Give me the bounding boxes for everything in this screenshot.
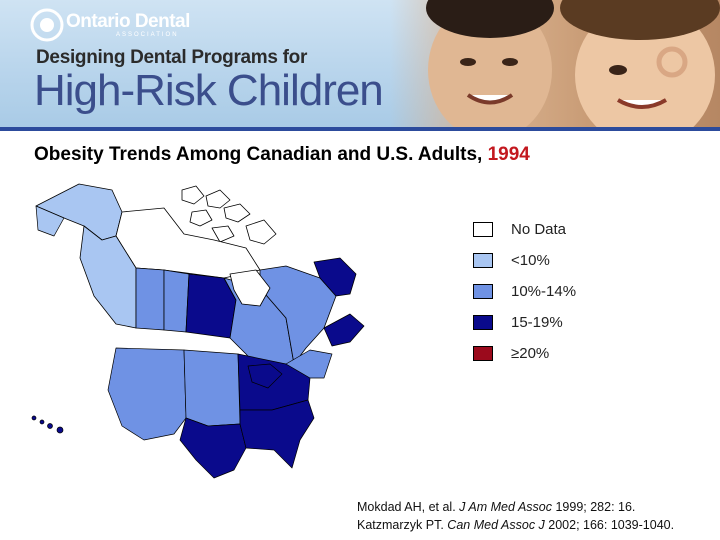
region-us-west xyxy=(107,347,187,441)
legend-label: 10%-14% xyxy=(511,283,577,300)
legend-label: <10% xyxy=(511,252,550,269)
citation-line-1: Mokdad AH, et al. J Am Med Assoc 1999; 2… xyxy=(357,498,674,516)
legend-item-no-data: No Data xyxy=(473,214,576,245)
legend-swatch xyxy=(473,222,493,237)
region-alaska xyxy=(35,205,65,237)
citation-authors: Mokdad AH, et al. xyxy=(357,500,460,514)
citation-details: 1999; 282: 16. xyxy=(552,500,636,514)
region-saskatchewan xyxy=(163,269,190,333)
region-us-plains xyxy=(183,349,241,427)
legend-label: No Data xyxy=(511,221,567,238)
legend-item-15-19: 15-19% xyxy=(473,307,576,338)
hudson-bay xyxy=(229,269,271,307)
citation: Mokdad AH, et al. J Am Med Assoc 1999; 2… xyxy=(357,498,674,534)
region-us-great-lakes xyxy=(247,363,283,389)
hawaii-islands xyxy=(31,415,64,434)
legend-label: ≥20% xyxy=(511,345,550,362)
legend-swatch xyxy=(473,253,493,268)
arctic-islands xyxy=(181,185,277,245)
citation-line-2: Katzmarzyk PT. Can Med Assoc J 2002; 166… xyxy=(357,516,674,534)
logo-subtext: ASSOCIATION xyxy=(116,31,179,38)
citation-journal: J Am Med Assoc xyxy=(459,500,552,514)
legend-swatch xyxy=(473,315,493,330)
region-us-south xyxy=(239,399,315,469)
obesity-map xyxy=(31,183,365,479)
logo-text: Ontario Dental xyxy=(66,10,190,32)
legend-label: 15-19% xyxy=(511,314,563,331)
citation-authors: Katzmarzyk PT. xyxy=(357,518,448,532)
citation-details: 2002; 166: 1039-1040. xyxy=(544,518,675,532)
citation-journal: Can Med Assoc J xyxy=(447,518,545,532)
legend-item-10-14: 10%-14% xyxy=(473,276,576,307)
slide-title-year: 1994 xyxy=(487,144,530,165)
slide-title-text: Obesity Trends Among Canadian and U.S. A… xyxy=(34,144,483,165)
legend-item-under-10: <10% xyxy=(473,245,576,276)
legend-item-20-plus: ≥20% xyxy=(473,338,576,369)
banner-subtitle: Designing Dental Programs for xyxy=(36,47,308,68)
region-us-texas xyxy=(179,417,247,479)
legend-swatch xyxy=(473,284,493,299)
region-newfoundland-labrador xyxy=(313,257,357,297)
children-photo xyxy=(390,0,720,127)
logo-circle-icon xyxy=(30,8,64,42)
region-quebec xyxy=(259,265,337,365)
header-banner: Ontario Dental ASSOCIATION Designing Den… xyxy=(0,0,720,127)
map-legend: No Data <10% 10%-14% 15-19% ≥20% xyxy=(473,214,576,369)
region-maritimes xyxy=(323,313,365,347)
banner-divider xyxy=(0,127,720,131)
region-us-northeast xyxy=(285,349,333,379)
slide-title: Obesity Trends Among Canadian and U.S. A… xyxy=(34,144,530,166)
legend-swatch xyxy=(473,346,493,361)
region-alberta xyxy=(135,267,165,331)
banner-title: High-Risk Children xyxy=(34,66,384,115)
ontario-dental-logo[interactable]: Ontario Dental ASSOCIATION xyxy=(30,8,190,42)
